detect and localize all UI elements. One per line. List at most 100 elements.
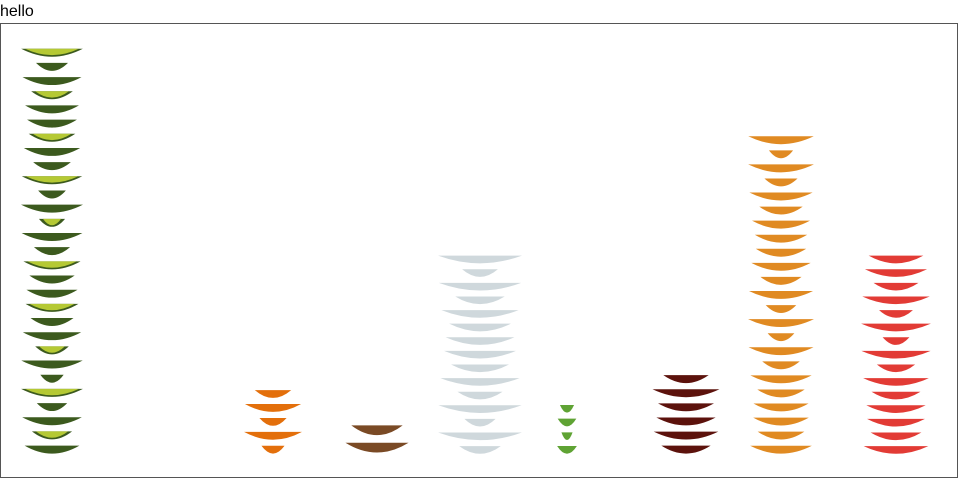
bun-slice: [757, 389, 805, 398]
bowl-slice: [882, 337, 910, 345]
bowl-slice: [861, 323, 931, 332]
bun-slice: [748, 164, 814, 173]
bowl-slice: [876, 364, 916, 373]
avocado-slice: [21, 232, 83, 241]
bun-slice: [760, 276, 802, 285]
bar-bread: [345, 425, 409, 453]
avocado-slice: [23, 147, 81, 156]
avocado-slice: [36, 62, 68, 71]
teacup-slice: [457, 391, 503, 400]
avocado-flesh: [39, 346, 65, 353]
avocado-slice: [22, 417, 82, 426]
teacup-slice: [444, 350, 516, 359]
avocado-slice: [36, 403, 68, 412]
bowl-slice: [879, 310, 913, 318]
bun-slice: [750, 375, 812, 384]
teacup-slice: [462, 269, 498, 277]
bun-slice: [748, 136, 814, 145]
bun-slice: [759, 206, 803, 215]
bun-slice: [748, 319, 814, 328]
avocado-flesh: [27, 261, 77, 268]
bun-slice: [749, 192, 813, 201]
bowl-slice: [870, 432, 922, 441]
bread-slice: [345, 442, 409, 453]
avocado-slice: [21, 360, 83, 369]
chart-title: hello: [0, 3, 34, 20]
teacup-slice: [438, 432, 522, 441]
avocado-flesh: [32, 133, 72, 141]
bun-slice: [753, 403, 809, 412]
bowl-slice: [871, 391, 921, 400]
teacup-slice: [464, 418, 496, 427]
bun-slice: [765, 305, 797, 313]
bun-slice: [754, 234, 808, 243]
avocado-slice: [26, 289, 78, 298]
avocado-slice: [22, 77, 82, 86]
herb-slice: [557, 418, 577, 427]
bun-slice: [757, 431, 805, 440]
chocolate-slice: [656, 417, 716, 426]
bun-slice: [762, 361, 800, 370]
bowl-slice: [873, 282, 919, 291]
teacup-slice: [441, 310, 519, 318]
avocado-flesh: [25, 388, 79, 396]
bowl-slice: [868, 255, 924, 264]
avocado-flesh: [25, 176, 79, 183]
bun-slice: [767, 333, 795, 342]
teacup-slice: [459, 446, 501, 454]
chocolate-slice: [663, 375, 709, 384]
orange-slice-slice: [261, 445, 285, 454]
bar-bun: [748, 136, 814, 454]
teacup-slice: [438, 255, 522, 264]
herb-slice: [561, 432, 573, 441]
avocado-slice: [24, 445, 80, 454]
bowl-slice: [866, 405, 926, 413]
avocado-slice: [21, 204, 83, 213]
bar-bowl: [861, 255, 931, 454]
teacup-slice: [455, 296, 505, 305]
teacup-slice: [438, 282, 522, 291]
orange-slice-slice: [244, 404, 302, 412]
plot-frame: [0, 23, 958, 478]
bowl-slice: [863, 378, 929, 386]
bowl-slice: [863, 446, 929, 454]
avocado-slice: [40, 374, 64, 383]
avocado-slice: [30, 318, 74, 327]
teacup-slice: [451, 364, 509, 373]
bun-slice: [751, 262, 811, 271]
orange-slice-slice: [259, 417, 287, 426]
chocolate-slice: [658, 403, 714, 412]
herb-slice: [557, 446, 577, 454]
chocolate-slice: [652, 389, 720, 398]
bun-slice: [764, 178, 798, 187]
avocado-flesh: [35, 431, 69, 438]
chocolate-slice: [661, 445, 711, 454]
bun-slice: [748, 347, 814, 356]
avocado-slice: [22, 332, 82, 341]
bun-slice: [755, 248, 807, 257]
bun-slice: [753, 417, 809, 426]
teacup-slice: [438, 405, 522, 413]
bar-chocolate: [652, 375, 720, 454]
avocado-flesh: [42, 218, 62, 226]
avocado-slice: [33, 162, 71, 171]
bar-herb: [557, 404, 577, 454]
bar-orange-slice: [244, 390, 302, 454]
avocado-slice: [33, 247, 71, 256]
bread-slice: [351, 425, 403, 436]
bun-slice: [750, 445, 812, 454]
teacup-slice: [445, 337, 515, 345]
bun-slice: [748, 291, 814, 299]
avocado-slice: [38, 190, 66, 199]
bowl-slice: [861, 350, 931, 359]
bowl-slice: [862, 296, 930, 305]
avocado-flesh: [35, 91, 69, 98]
bar-avocado: [21, 48, 83, 454]
bun-slice: [752, 220, 810, 229]
chocolate-slice: [653, 431, 719, 440]
avocado-flesh: [29, 303, 75, 311]
avocado-flesh: [25, 48, 79, 56]
bowl-slice: [864, 269, 928, 277]
avocado-slice: [29, 275, 75, 284]
